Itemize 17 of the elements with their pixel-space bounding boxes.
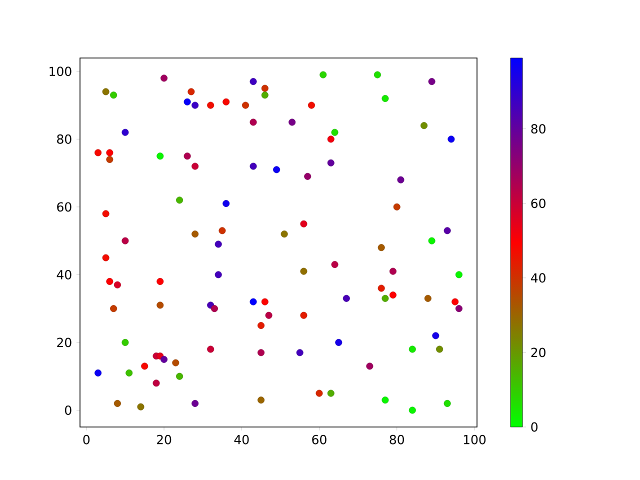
color-bar-label: 0	[531, 422, 538, 432]
x-tick-label: 20	[156, 434, 172, 444]
color-bar-label: 60	[531, 198, 546, 208]
y-tick-label: 100	[50, 66, 72, 76]
y-tick-label: 20	[57, 338, 72, 348]
y-tick-label: 0	[65, 405, 72, 415]
y-tick-label: 40	[56, 270, 72, 280]
y-tick-label: 80	[57, 134, 72, 144]
x-tick-label: 80	[390, 434, 404, 444]
y-tick-label: 60	[57, 202, 72, 212]
color-bar-label: 20	[531, 348, 546, 358]
x-tick-label: 60	[312, 434, 326, 444]
color-bar-label: 80	[531, 124, 546, 134]
color-bar-label: 40	[530, 273, 546, 283]
x-tick-label: 0	[83, 434, 90, 444]
x-tick-label: 40	[234, 434, 249, 444]
x-tick-label: 100	[464, 434, 486, 444]
